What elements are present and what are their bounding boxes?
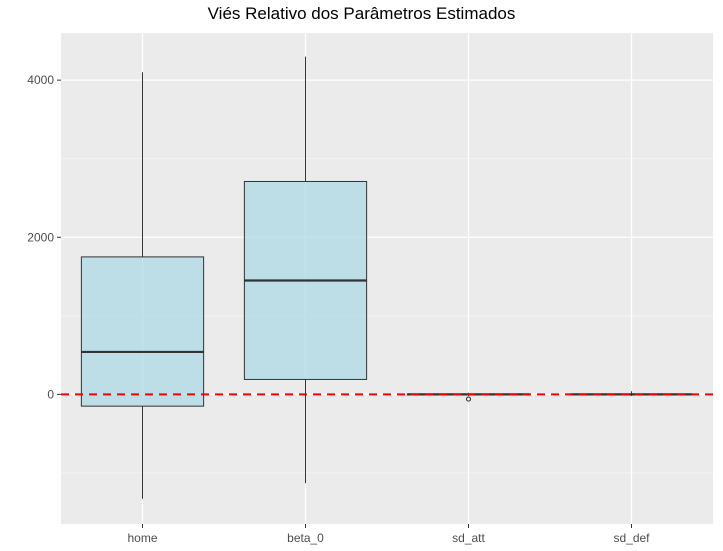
x-tick-label: home [127, 531, 157, 545]
chart-title: Viés Relativo dos Parâmetros Estimados [207, 4, 516, 23]
y-tick-label: 0 [47, 387, 54, 401]
box-home [80, 256, 205, 407]
y-tick-label: 4000 [27, 73, 54, 87]
outlier-point [465, 396, 472, 402]
x-tick-label: sd_att [452, 531, 485, 545]
y-tick-label: 2000 [27, 230, 54, 244]
x-tick-label: beta_0 [287, 531, 324, 545]
x-tick-label: sd_def [613, 531, 650, 545]
